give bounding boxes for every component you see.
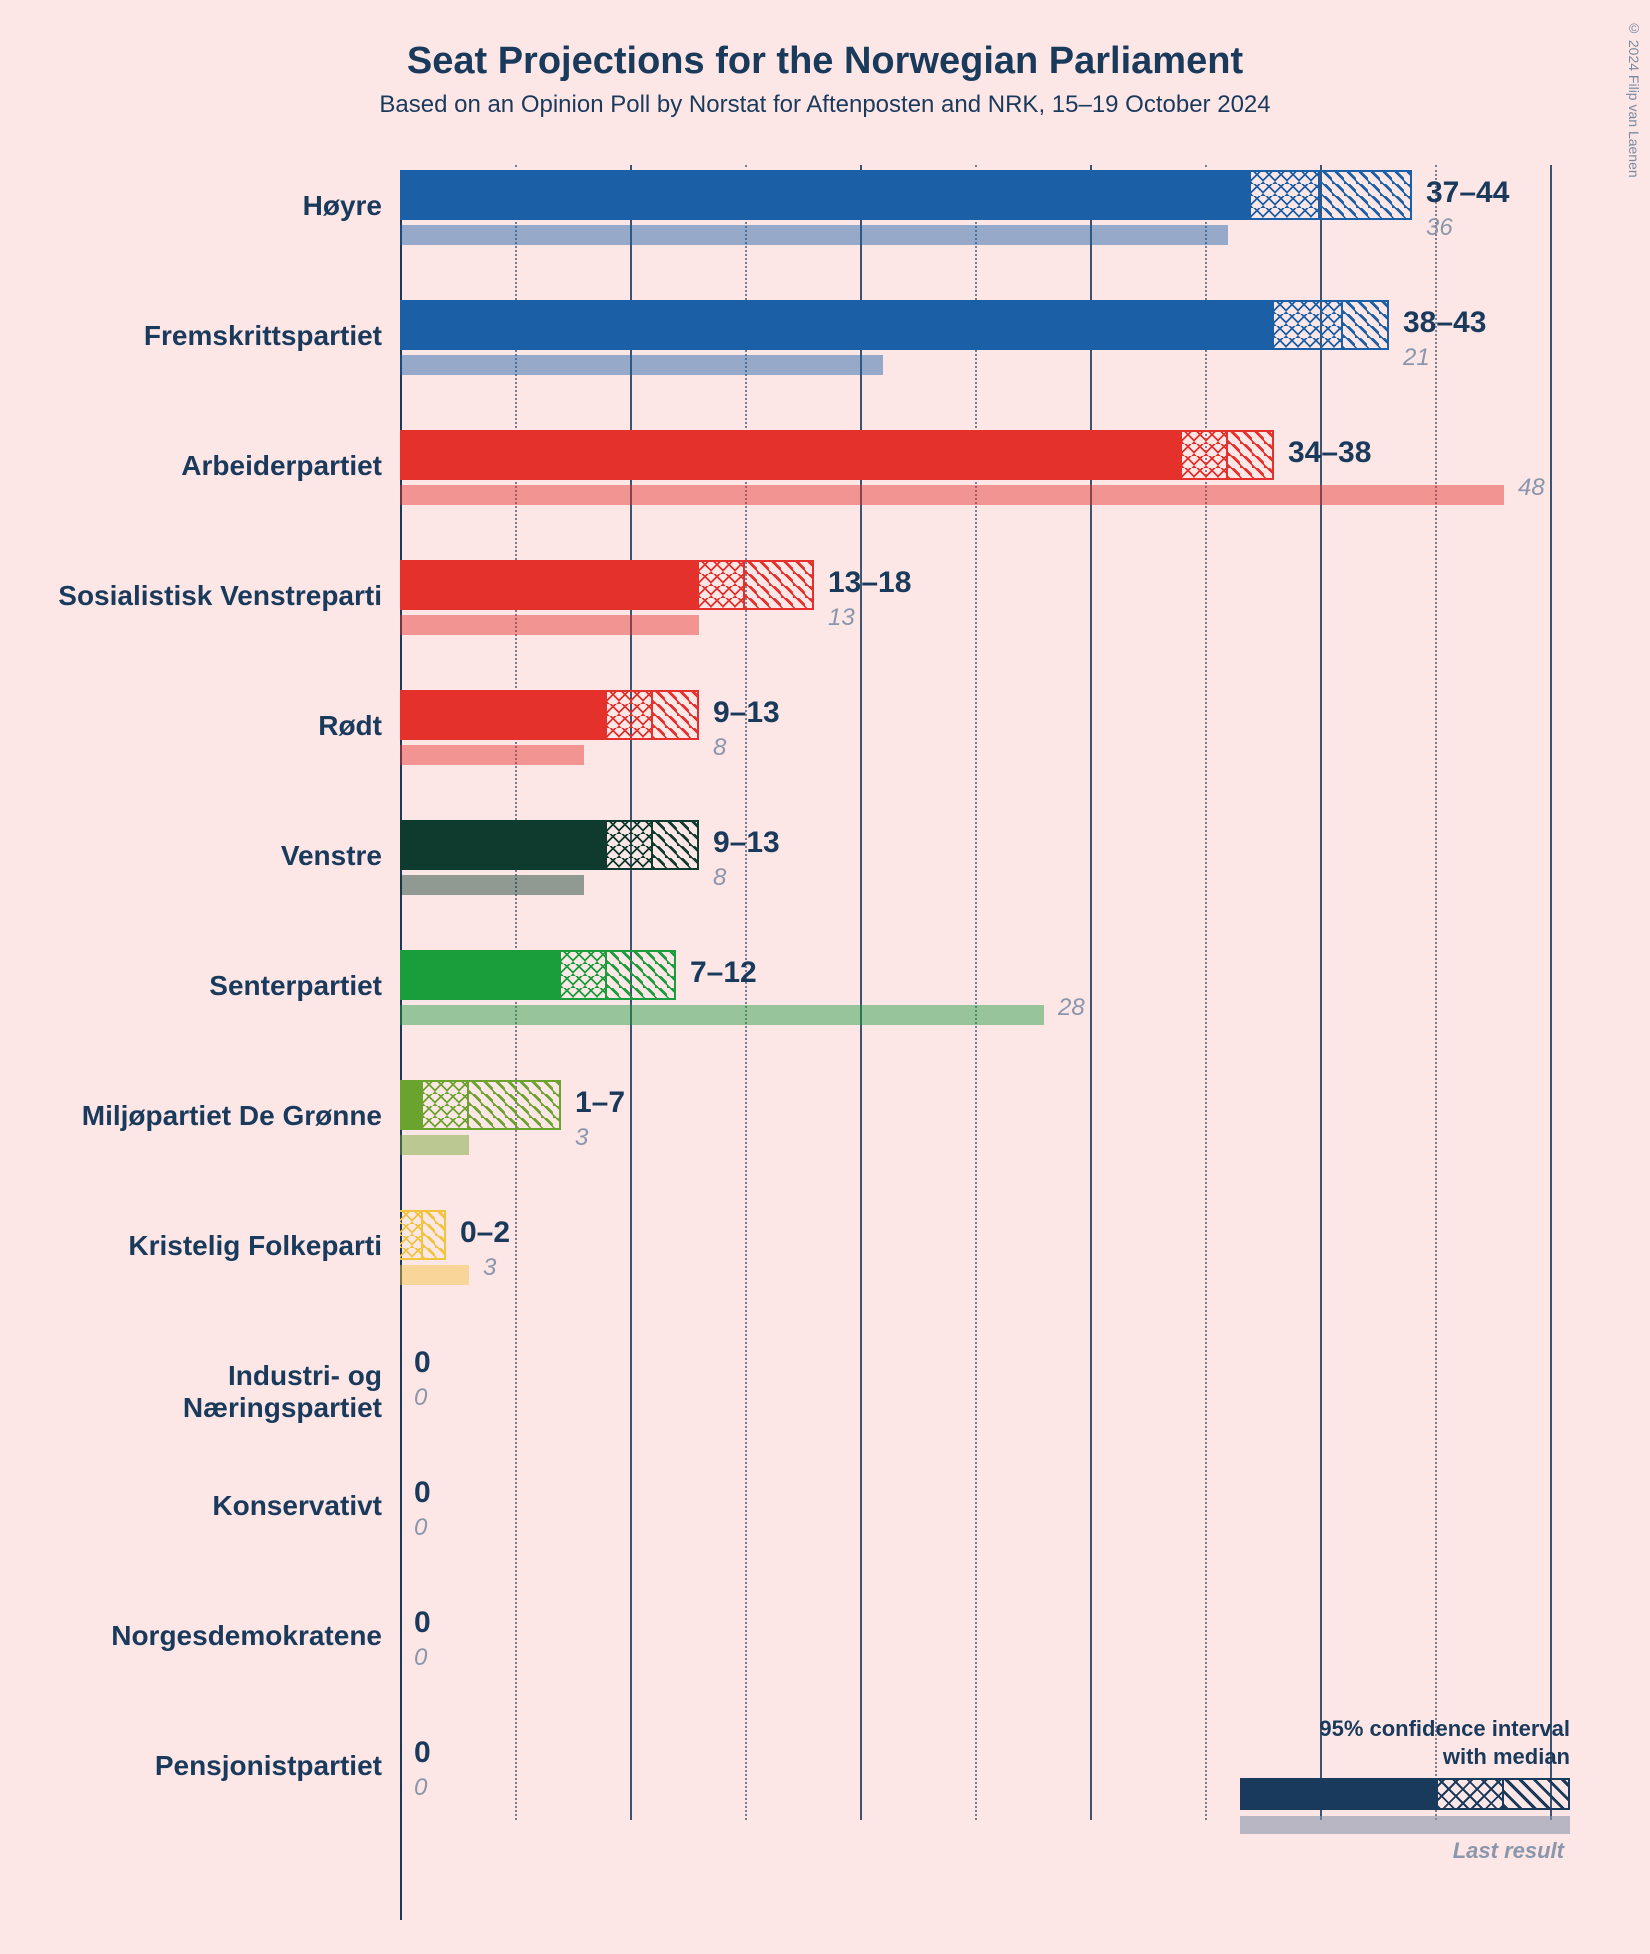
party-row: Sosialistisk Venstreparti13–1813 — [400, 560, 1550, 690]
party-label: Høyre — [42, 190, 382, 222]
last-result-label: 48 — [1518, 474, 1545, 502]
last-result-bar — [400, 1135, 469, 1155]
party-label: Sosialistisk Venstreparti — [42, 580, 382, 612]
party-row: Venstre9–138 — [400, 820, 1550, 950]
legend-last-bar — [1240, 1816, 1570, 1834]
party-row: Arbeiderpartiet34–3848 — [400, 430, 1550, 560]
party-row: Rødt9–138 — [400, 690, 1550, 820]
bar-high-segment — [745, 560, 814, 610]
party-label: Senterpartiet — [42, 970, 382, 1002]
bar-median-segment — [561, 950, 607, 1000]
party-label: Rødt — [42, 710, 382, 742]
legend: 95% confidence interval with median Last… — [1240, 1715, 1570, 1864]
last-result-bar — [400, 875, 584, 895]
party-row: Norgesdemokratene00 — [400, 1600, 1550, 1730]
bar-high-segment — [1343, 300, 1389, 350]
range-label: 7–12 — [690, 956, 757, 990]
chart-subtitle: Based on an Opinion Poll by Norstat for … — [30, 91, 1620, 119]
party-label: Fremskrittspartiet — [42, 320, 382, 352]
last-result-label: 36 — [1426, 214, 1453, 242]
last-result-label: 28 — [1058, 994, 1085, 1022]
bar-low-segment — [400, 690, 607, 740]
range-label: 13–18 — [828, 566, 911, 600]
range-label: 0 — [414, 1736, 431, 1770]
party-row: Kristelig Folkeparti0–23 — [400, 1210, 1550, 1340]
party-row: Høyre37–4436 — [400, 170, 1550, 300]
range-label: 0 — [414, 1476, 431, 1510]
bar-high-segment — [469, 1080, 561, 1130]
range-label: 38–43 — [1403, 306, 1486, 340]
plot-area: Høyre37–4436Fremskrittspartiet38–4321Arb… — [400, 170, 1550, 1920]
bar-high-segment — [653, 820, 699, 870]
last-result-bar — [400, 1265, 469, 1285]
bar-high-segment — [423, 1210, 446, 1260]
party-label: Venstre — [42, 840, 382, 872]
range-label: 0 — [414, 1606, 431, 1640]
party-label: Arbeiderpartiet — [42, 450, 382, 482]
range-label: 9–13 — [713, 696, 780, 730]
bar-high-segment — [607, 950, 676, 1000]
legend-last-label: Last result — [1240, 1838, 1570, 1864]
bar-high-segment — [1228, 430, 1274, 480]
last-result-bar — [400, 225, 1228, 245]
bar-median-segment — [1274, 300, 1343, 350]
bar-low-segment — [400, 300, 1274, 350]
last-result-label: 3 — [575, 1124, 588, 1152]
last-result-label: 21 — [1403, 344, 1430, 372]
last-result-label: 13 — [828, 604, 855, 632]
bar-median-segment — [1251, 170, 1320, 220]
party-row: Konservativt00 — [400, 1470, 1550, 1600]
party-label: Konservativt — [42, 1490, 382, 1522]
bar-median-segment — [400, 1210, 423, 1260]
party-row: Miljøpartiet De Grønne1–73 — [400, 1080, 1550, 1210]
range-label: 0 — [414, 1346, 431, 1380]
party-label: Kristelig Folkeparti — [42, 1230, 382, 1262]
legend-sample-bar — [1240, 1778, 1570, 1810]
party-label: Norgesdemokratene — [42, 1620, 382, 1652]
party-label: Pensjonistpartiet — [42, 1750, 382, 1782]
party-label: Miljøpartiet De Grønne — [42, 1100, 382, 1132]
last-result-bar — [400, 485, 1504, 505]
bar-median-segment — [699, 560, 745, 610]
bar-median-segment — [423, 1080, 469, 1130]
copyright-text: © 2024 Filip van Laenen — [1626, 20, 1642, 178]
bar-low-segment — [400, 1080, 423, 1130]
bar-low-segment — [400, 950, 561, 1000]
bar-low-segment — [400, 560, 699, 610]
bar-median-segment — [607, 820, 653, 870]
bar-high-segment — [653, 690, 699, 740]
range-label: 0–2 — [460, 1216, 510, 1250]
last-result-label: 0 — [414, 1774, 427, 1802]
party-row: Senterpartiet7–1228 — [400, 950, 1550, 1080]
range-label: 34–38 — [1288, 436, 1371, 470]
bar-median-segment — [1182, 430, 1228, 480]
gridline-major — [1550, 165, 1552, 1820]
bar-low-segment — [400, 820, 607, 870]
range-label: 9–13 — [713, 826, 780, 860]
last-result-bar — [400, 745, 584, 765]
last-result-bar — [400, 615, 699, 635]
bar-low-segment — [400, 170, 1251, 220]
bar-low-segment — [400, 430, 1182, 480]
party-row: Industri- og Næringspartiet00 — [400, 1340, 1550, 1470]
range-label: 37–44 — [1426, 176, 1509, 210]
party-label: Industri- og Næringspartiet — [42, 1360, 382, 1424]
last-result-bar — [400, 355, 883, 375]
last-result-label: 0 — [414, 1514, 427, 1542]
last-result-label: 0 — [414, 1644, 427, 1672]
last-result-label: 3 — [483, 1254, 496, 1282]
party-row: Fremskrittspartiet38–4321 — [400, 300, 1550, 430]
bar-median-segment — [607, 690, 653, 740]
last-result-label: 8 — [713, 864, 726, 892]
range-label: 1–7 — [575, 1086, 625, 1120]
last-result-bar — [400, 1005, 1044, 1025]
last-result-label: 8 — [713, 734, 726, 762]
bar-high-segment — [1320, 170, 1412, 220]
chart-container: Seat Projections for the Norwegian Parli… — [30, 30, 1620, 1924]
chart-title: Seat Projections for the Norwegian Parli… — [30, 40, 1620, 83]
last-result-label: 0 — [414, 1384, 427, 1412]
legend-title: 95% confidence interval with median — [1240, 1715, 1570, 1772]
